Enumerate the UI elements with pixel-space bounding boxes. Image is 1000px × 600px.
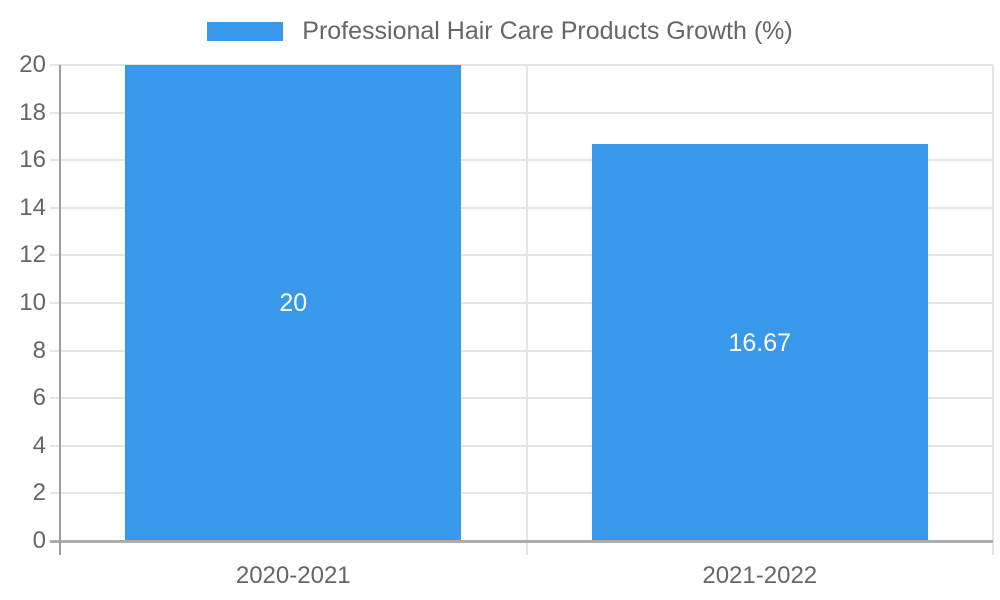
gridline <box>50 397 993 400</box>
gridline <box>50 64 993 66</box>
y-tick-label: 2 <box>32 479 46 507</box>
y-tick-label: 20 <box>19 51 46 78</box>
bar-2021-2022[interactable] <box>591 144 928 541</box>
gridline <box>525 65 528 555</box>
y-tick-label: 18 <box>19 98 46 126</box>
gridline <box>992 65 994 555</box>
legend-swatch <box>207 21 284 41</box>
bar-value-label: 20 <box>279 289 308 317</box>
bar-2020-2021[interactable] <box>125 65 462 541</box>
gridline <box>50 492 993 495</box>
gridline <box>50 159 993 162</box>
gridline <box>50 254 993 257</box>
zero-gridline <box>50 539 993 543</box>
gridline <box>50 302 993 304</box>
y-tick-label: 14 <box>19 193 46 221</box>
y-tick-label: 4 <box>32 431 46 459</box>
y-axis-line <box>59 65 61 555</box>
y-tick-label: 0 <box>32 527 46 554</box>
y-tick-label: 10 <box>19 289 46 316</box>
y-tick-label: 12 <box>19 241 46 269</box>
x-tick-label: 2021-2022 <box>702 562 818 589</box>
legend-label: Professional Hair Care Products Growth (… <box>302 17 793 45</box>
x-tick-label: 2020-2021 <box>235 562 351 589</box>
gridline <box>50 444 993 447</box>
y-tick-label: 8 <box>32 336 46 364</box>
gridline <box>50 111 993 114</box>
gridline <box>50 206 993 209</box>
gridline <box>50 349 993 352</box>
y-tick-label: 16 <box>19 146 46 174</box>
chart-legend[interactable]: Professional Hair Care Products Growth (… <box>0 16 1000 46</box>
bar-value-label: 16.67 <box>728 328 792 357</box>
y-tick-label: 6 <box>32 384 46 412</box>
